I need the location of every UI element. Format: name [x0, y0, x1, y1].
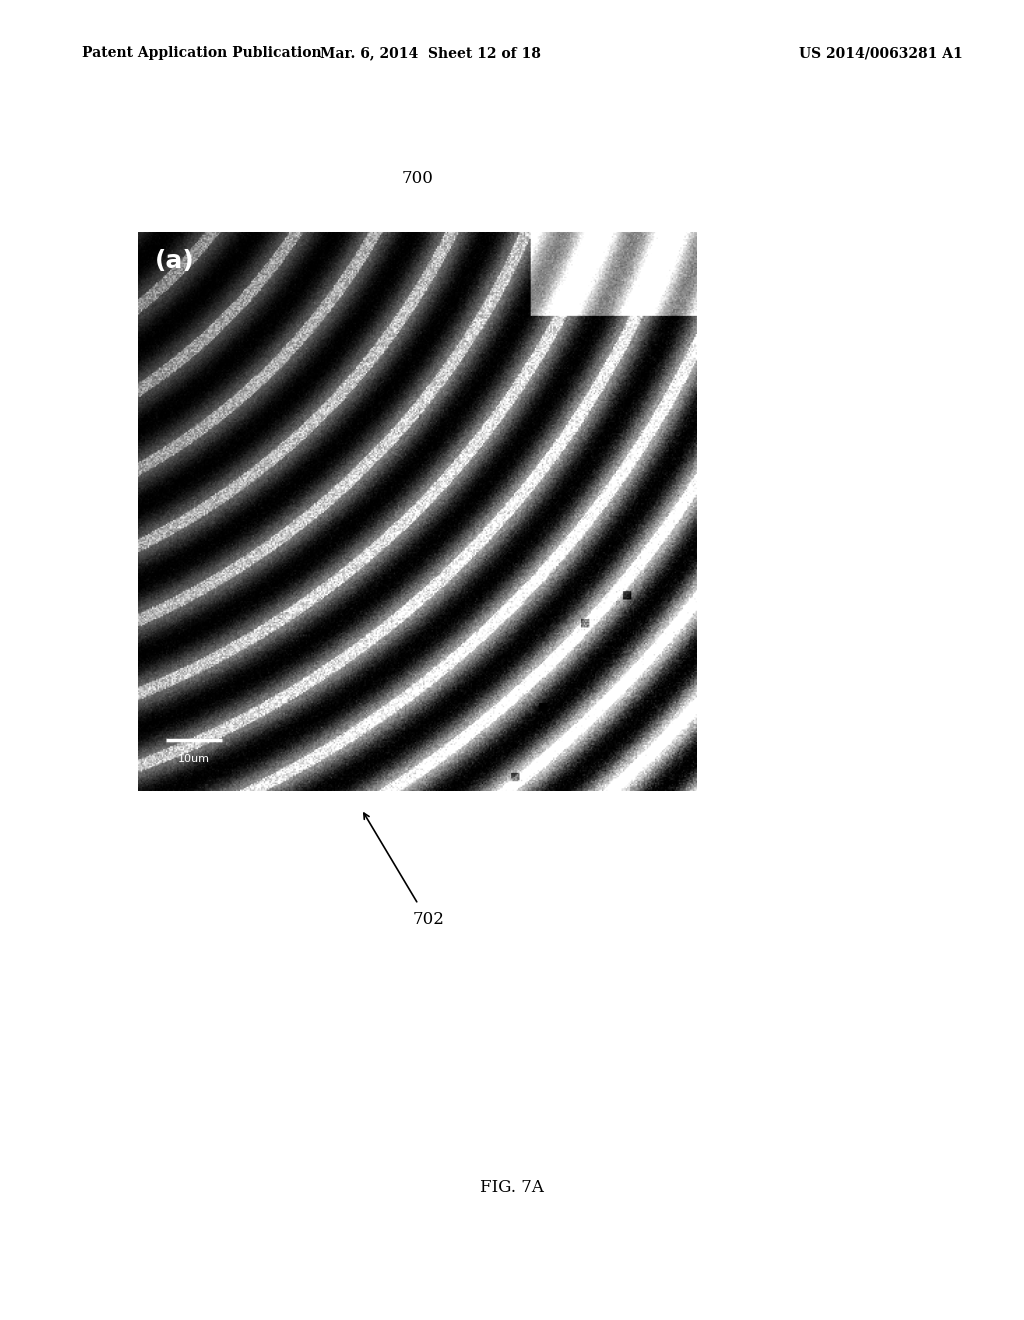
Text: FIG. 7A: FIG. 7A — [480, 1180, 544, 1196]
Text: Patent Application Publication: Patent Application Publication — [82, 46, 322, 61]
Text: Mar. 6, 2014  Sheet 12 of 18: Mar. 6, 2014 Sheet 12 of 18 — [319, 46, 541, 61]
Text: 10um: 10um — [178, 754, 210, 764]
Text: US 2014/0063281 A1: US 2014/0063281 A1 — [799, 46, 963, 61]
Text: 702: 702 — [413, 911, 444, 928]
Text: (a): (a) — [155, 249, 195, 273]
Text: 700: 700 — [401, 170, 433, 187]
